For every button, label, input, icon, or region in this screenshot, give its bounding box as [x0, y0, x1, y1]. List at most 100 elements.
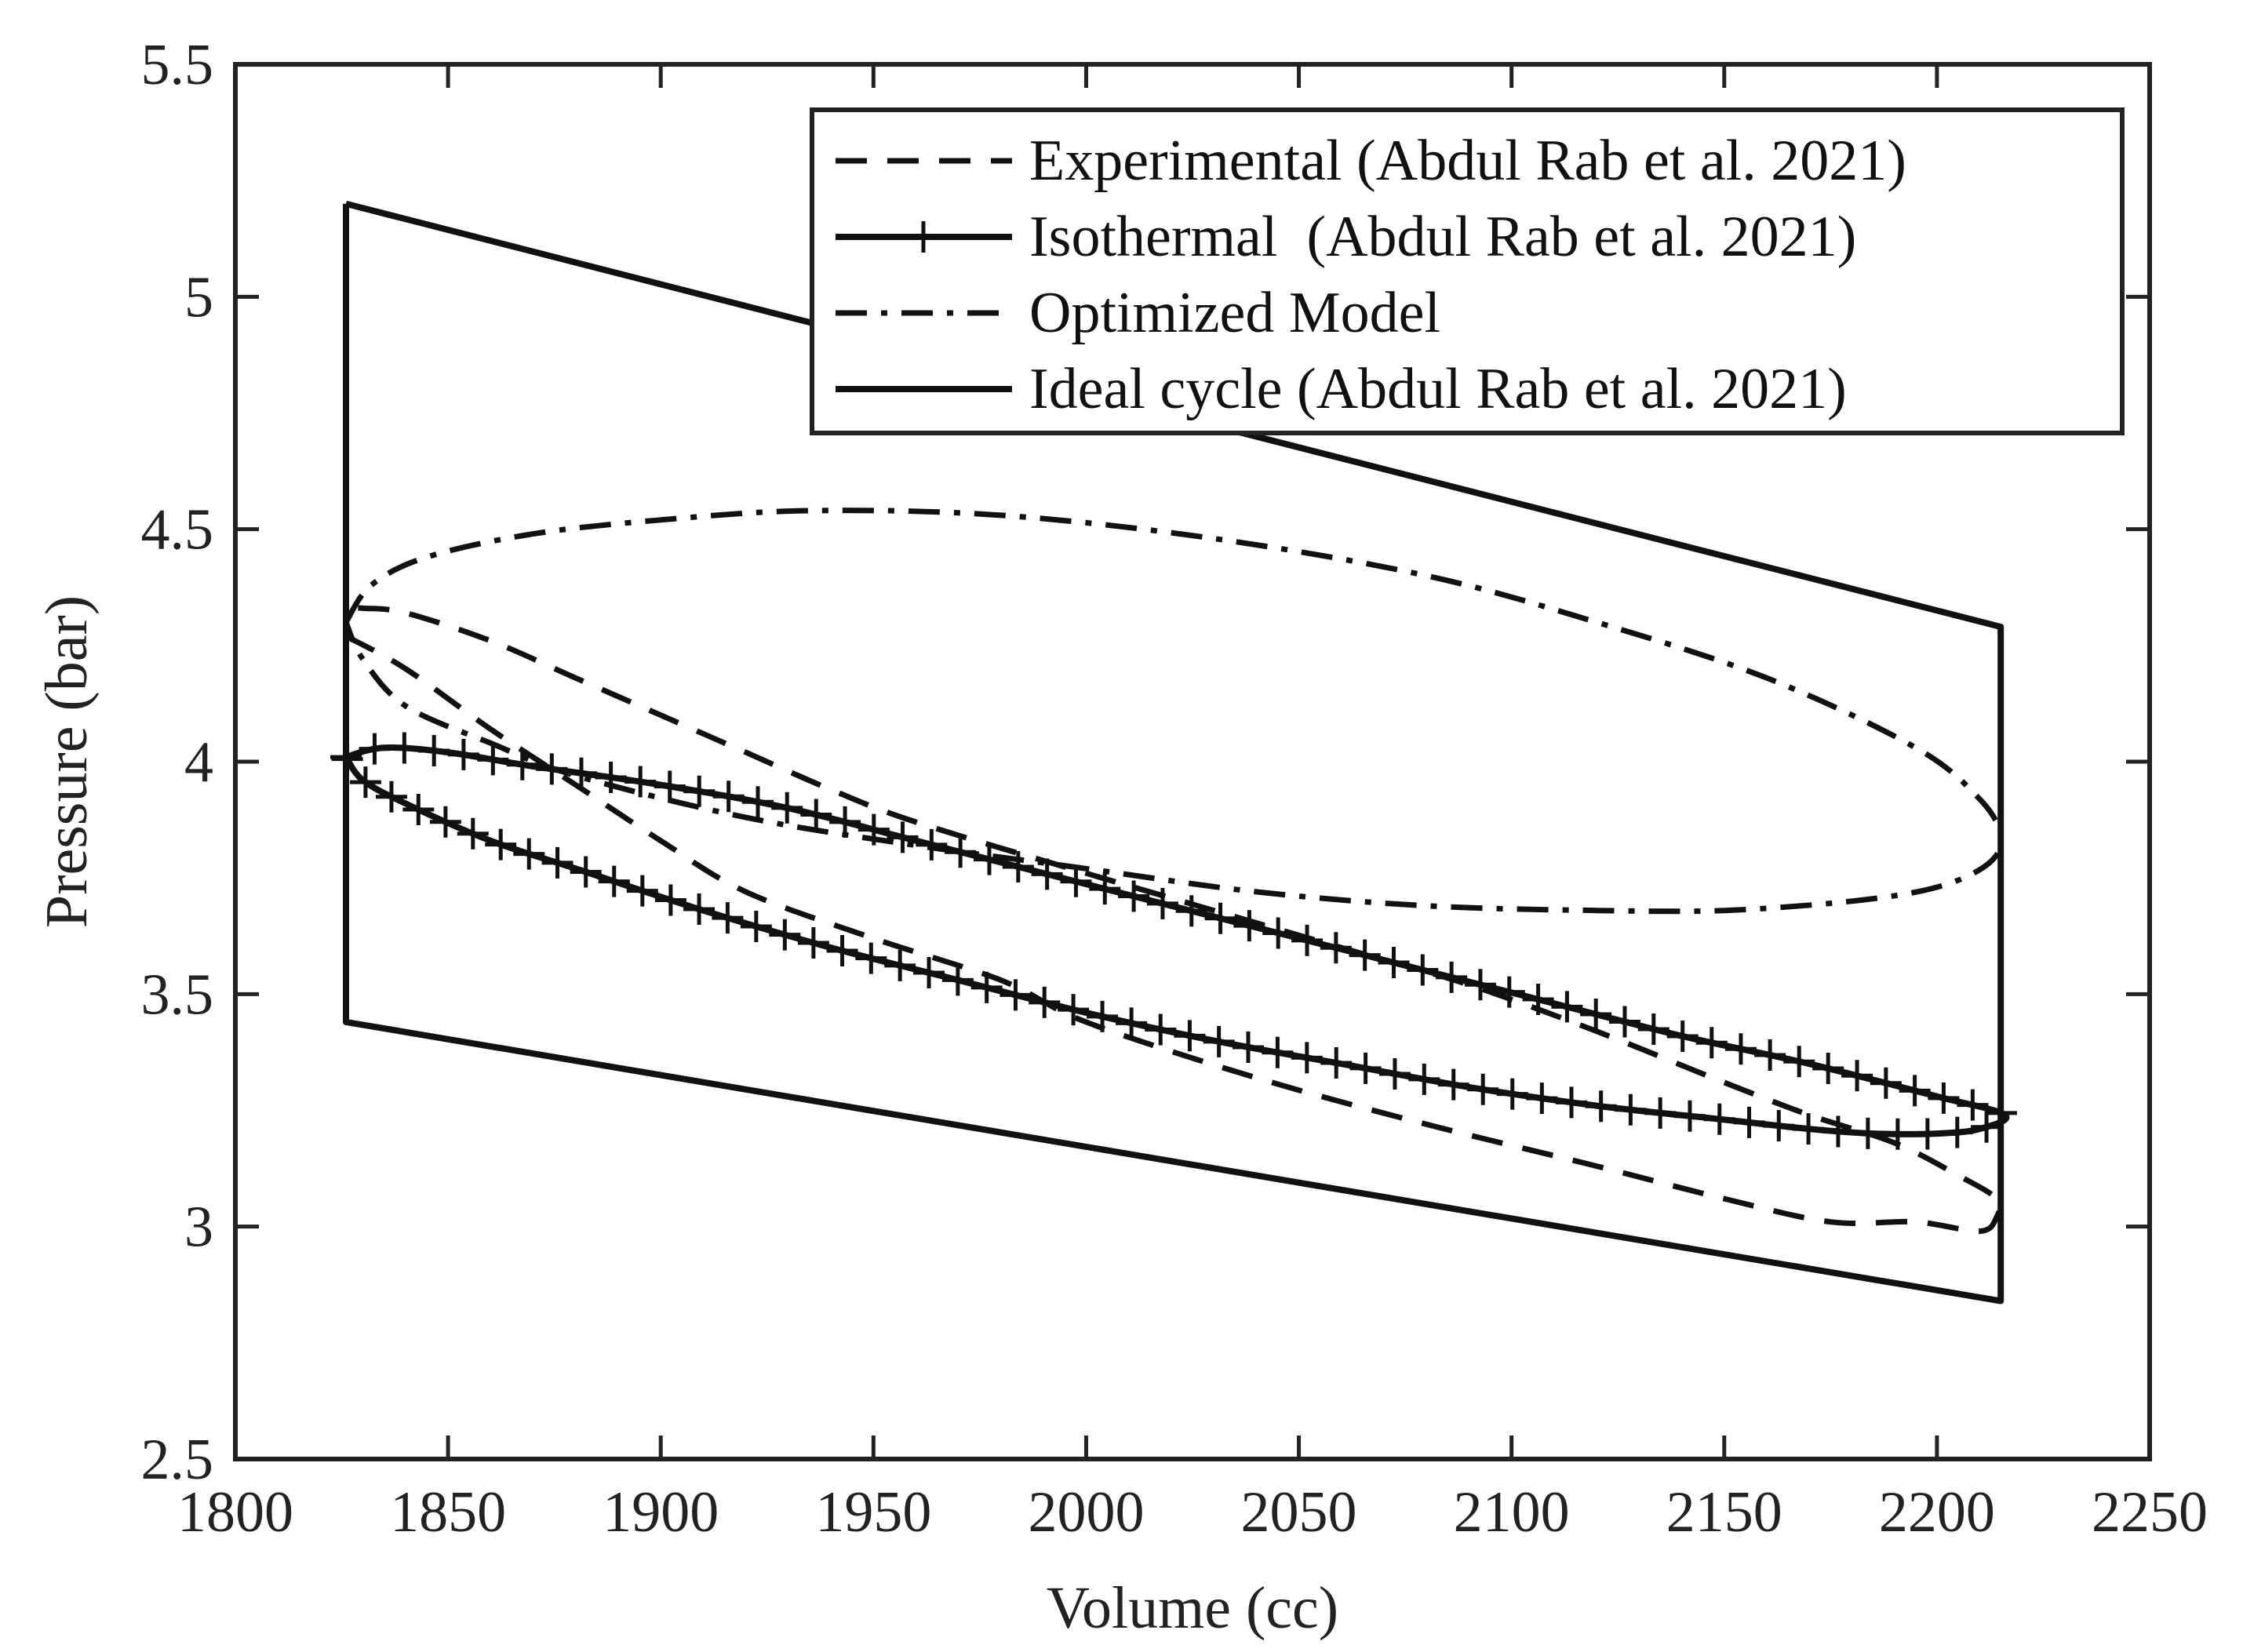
- isothermal-marker: [1870, 1067, 1902, 1099]
- y-tick-label: 4.5: [141, 498, 214, 562]
- y-tick-label: 5.5: [141, 33, 214, 97]
- isothermal-marker: [1615, 1093, 1647, 1126]
- isothermal-marker: [477, 744, 509, 776]
- isothermal-marker: [712, 902, 744, 934]
- isothermal-marker: [1783, 1046, 1815, 1078]
- isothermal-marker: [771, 791, 803, 824]
- isothermal-marker: [1060, 865, 1092, 897]
- y-tick-label: 2.5: [141, 1428, 214, 1492]
- isothermal-marker: [541, 846, 573, 879]
- isothermal-marker: [913, 957, 945, 989]
- isothermal-marker: [375, 781, 407, 813]
- isothermal-marker: [1608, 1006, 1640, 1038]
- isothermal-marker: [1703, 1103, 1735, 1135]
- isothermal-marker: [1812, 1053, 1844, 1085]
- legend-label: Isothermal (Abdul Rab et al. 2021): [1029, 205, 1856, 269]
- series-optimized-model: [343, 508, 2004, 915]
- isothermal-marker: [1002, 850, 1034, 882]
- isothermal-marker: [884, 949, 916, 981]
- isothermal-marker: [570, 856, 602, 888]
- isothermal-marker: [1174, 1020, 1206, 1052]
- x-tick-label: 2100: [1454, 1480, 1570, 1545]
- isothermal-marker: [1881, 1118, 1913, 1150]
- series-ideal-cycle: [343, 200, 2004, 1304]
- isothermal-marker: [742, 786, 774, 818]
- isothermal-marker: [800, 799, 832, 831]
- isothermal-marker: [1378, 1057, 1411, 1090]
- isothermal-marker: [1666, 1020, 1699, 1052]
- isothermal-marker: [1437, 1068, 1469, 1101]
- isothermal-marker: [1087, 1000, 1119, 1032]
- isothermal-marker: [1724, 1033, 1757, 1065]
- isothermal-marker: [506, 748, 538, 781]
- isothermal-marker: [1637, 1013, 1670, 1045]
- isothermal-marker: [1763, 1110, 1795, 1142]
- isothermal-marker: [402, 794, 435, 826]
- legend-label: Ideal cycle (Abdul Rab et al. 2021): [1029, 357, 1847, 421]
- isothermal-marker: [1522, 984, 1554, 1016]
- isothermal-marker: [1175, 895, 1207, 927]
- isothermal-marker: [1822, 1115, 1854, 1148]
- isothermal-marker: [1555, 1086, 1587, 1119]
- isothermal-marker: [1145, 1013, 1177, 1046]
- isothermal-marker: [457, 817, 489, 850]
- legend-box: [810, 107, 2125, 435]
- isothermal-marker: [1754, 1039, 1786, 1072]
- isothermal-marker: [1899, 1075, 1931, 1107]
- isothermal-marker: [916, 828, 948, 861]
- isothermal-marker: [1407, 954, 1439, 986]
- legend: Experimental (Abdul Rab et al. 2021) Isot…: [810, 107, 2125, 435]
- isothermal-marker: [1262, 1036, 1294, 1068]
- x-tick-label: 2200: [1879, 1480, 1995, 1545]
- isothermal-marker: [1408, 1063, 1440, 1095]
- x-tick-label: 2000: [1028, 1480, 1144, 1545]
- legend-label: Optimized Model: [1029, 281, 1440, 345]
- isothermal-marker: [1644, 1097, 1677, 1129]
- isothermal-marker: [349, 766, 381, 799]
- isothermal-marker: [1320, 932, 1352, 964]
- isothermal-marker: [1493, 976, 1525, 1008]
- isothermal-marker: [1580, 998, 1612, 1030]
- isothermal-marker: [388, 732, 421, 764]
- ticks-layer: 1800 1850 1900 1950 2000 2050 2100 2150 2200 2250…: [141, 33, 2208, 1545]
- isothermal-marker: [1291, 1042, 1323, 1074]
- isothermal-marker: [1204, 902, 1236, 934]
- y-tick-label: 4: [184, 730, 213, 795]
- x-tick-label: 1850: [390, 1480, 506, 1545]
- isothermal-marker: [1585, 1090, 1617, 1123]
- isothermal-marker: [1464, 969, 1496, 1001]
- isothermal-marker: [1031, 858, 1063, 890]
- isothermal-marker: [769, 919, 801, 951]
- isothermal-marker: [1841, 1060, 1873, 1092]
- isothermal-marker: [626, 875, 658, 907]
- plot-frame: [233, 62, 2152, 1461]
- series-layer: [330, 200, 2017, 1304]
- y-axis-title: Pressure (bar): [34, 595, 100, 928]
- isothermal-marker: [485, 828, 517, 861]
- isothermal-marker: [941, 964, 974, 996]
- isothermal-marker: [1436, 961, 1468, 993]
- series-experimental: [344, 605, 2003, 1235]
- isothermal-marker: [1733, 1106, 1765, 1138]
- isothermal-marker: [418, 734, 450, 766]
- isothermal-marker: [1957, 1089, 1989, 1121]
- isothermal-marker: [887, 821, 919, 853]
- x-axis-title: Volume (cc): [1047, 1575, 1338, 1641]
- isothermal-marker: [654, 884, 686, 916]
- isothermal-marker: [1320, 1047, 1353, 1079]
- isothermal-marker: [683, 775, 716, 807]
- isothermal-marker: [1203, 1025, 1235, 1057]
- isothermal-marker: [683, 893, 716, 926]
- isothermal-marker: [1928, 1082, 1960, 1114]
- legend-label: Experimental (Abdul Rab et al. 2021): [1029, 129, 1906, 193]
- isothermal-marker: [1233, 910, 1265, 942]
- isothermal-marker: [970, 971, 1003, 1003]
- x-tick-label: 1800: [177, 1480, 293, 1545]
- isothermal-marker: [1232, 1032, 1264, 1064]
- isothermal-marker: [1467, 1073, 1499, 1105]
- isothermal-marker: [740, 911, 772, 943]
- isothermal-marker: [429, 806, 461, 838]
- x-tick-label: 2150: [1666, 1480, 1782, 1545]
- isothermal-marker: [712, 781, 745, 813]
